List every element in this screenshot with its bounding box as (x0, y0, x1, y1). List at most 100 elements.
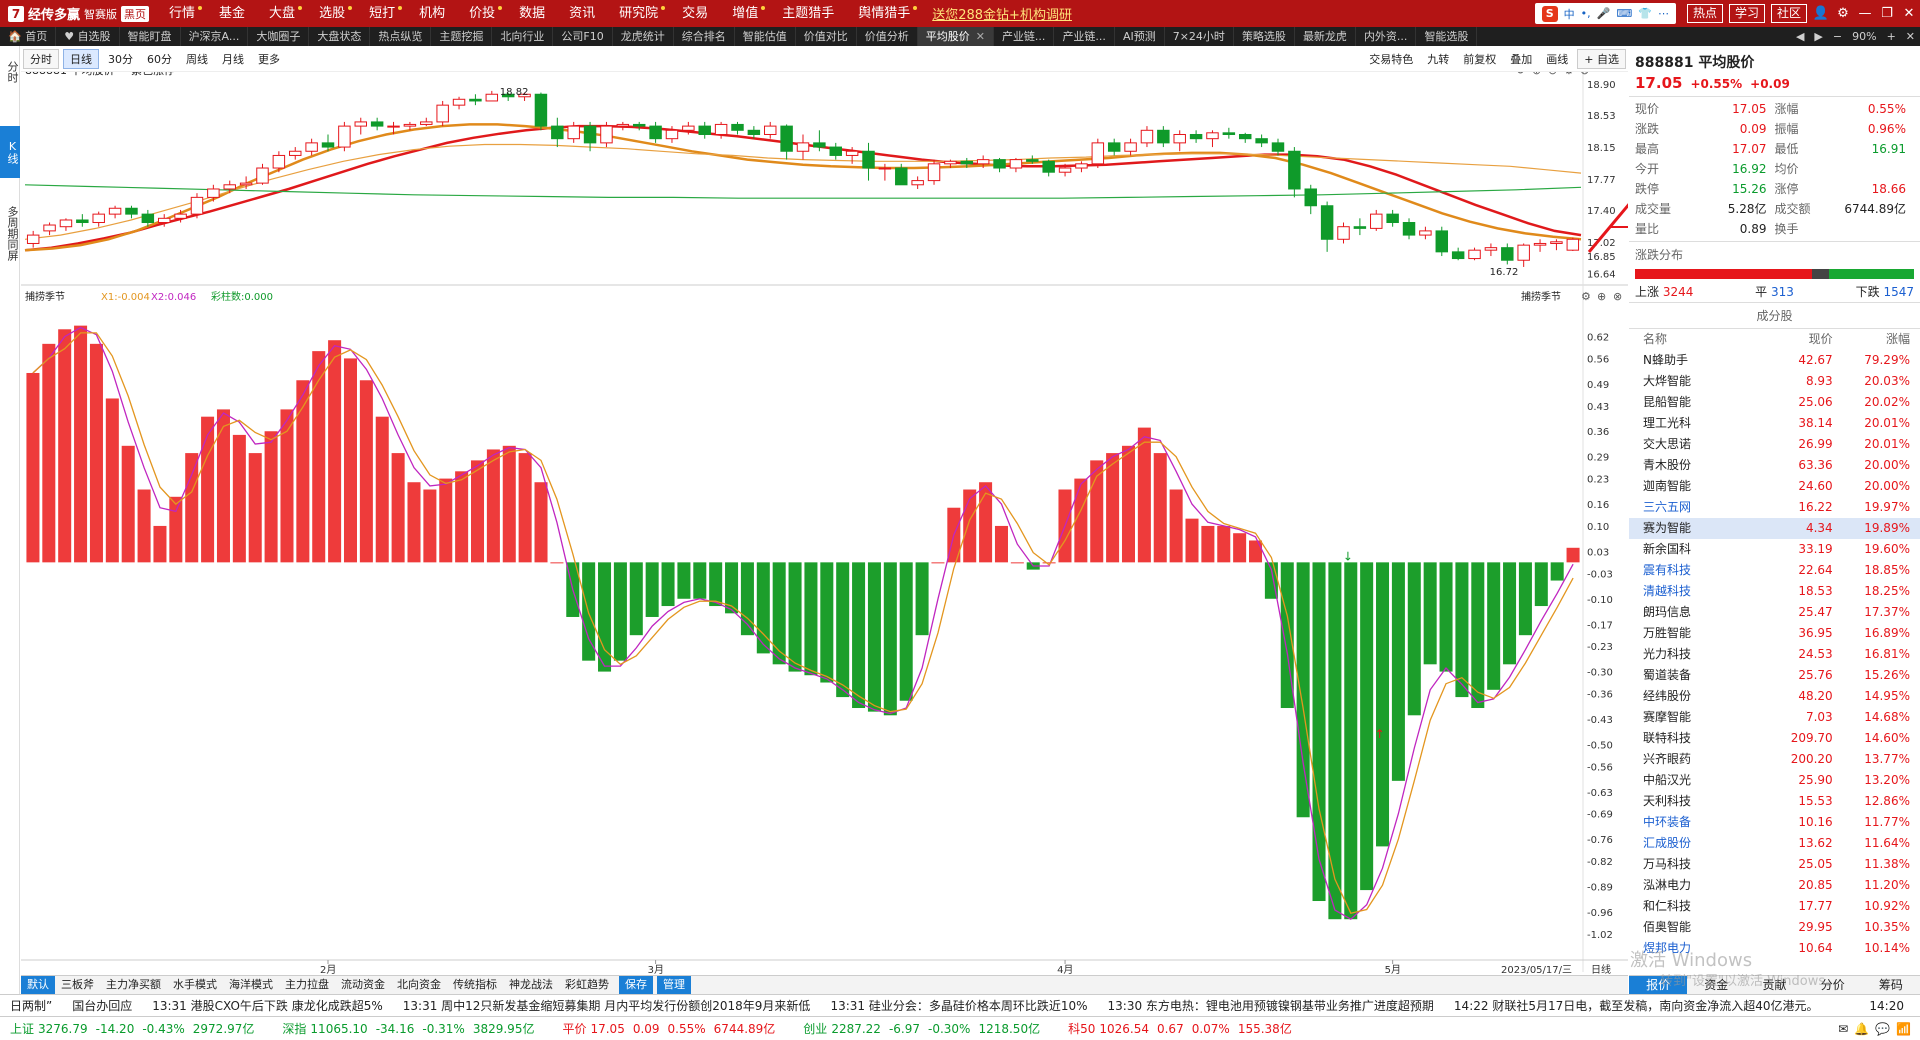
indicator-bar[interactable] (1121, 445, 1135, 563)
indicator-bar[interactable] (1217, 525, 1231, 563)
indicator-bar[interactable] (1360, 562, 1374, 891)
candle[interactable] (239, 176, 253, 189)
candle[interactable] (927, 159, 941, 185)
bell-icon[interactable]: 🔔 (1854, 1021, 1870, 1036)
tab[interactable]: 沪深京A... (181, 27, 249, 46)
constituent-row[interactable]: 昆船智能 25.06 20.02% (1629, 392, 1920, 413)
candle[interactable] (845, 147, 859, 164)
indicator-bar[interactable] (1566, 547, 1580, 563)
candle[interactable] (1304, 184, 1317, 215)
candle[interactable] (190, 193, 204, 219)
constituent-row[interactable]: 赛为智能 4.34 19.89% (1629, 518, 1920, 539)
period-60min[interactable]: 60分 (147, 52, 172, 66)
candle[interactable] (1517, 243, 1530, 267)
overlay-button[interactable]: 叠加 (1510, 52, 1533, 66)
candle[interactable] (731, 121, 744, 135)
adjust-button[interactable]: 前复权 (1463, 52, 1497, 66)
period-week[interactable]: 周线 (186, 52, 208, 66)
candle[interactable] (1353, 218, 1367, 236)
constituent-row[interactable]: 泓淋电力 20.85 11.20% (1629, 875, 1920, 896)
candle[interactable] (305, 138, 318, 156)
constituent-row[interactable]: 赛摩智能 7.03 14.68% (1629, 707, 1920, 728)
constituent-row[interactable]: 青木股份 63.36 20.00% (1629, 455, 1920, 476)
indicator-bar[interactable] (1201, 525, 1215, 563)
close-panel-icon[interactable]: ⊗ (1580, 72, 1589, 77)
index-item[interactable]: 深指 11065.10 -34.16 -0.31% 3829.95亿 (282, 1020, 542, 1037)
constituent-row[interactable]: 兴齐眼药 200.20 13.77% (1629, 749, 1920, 770)
index-item[interactable]: 创业 2287.22 -6.97 -0.30% 1218.50亿 (803, 1020, 1048, 1037)
indicator-tab[interactable]: 主力拉盘 (285, 978, 329, 991)
candle[interactable] (1206, 130, 1219, 148)
candle[interactable] (501, 92, 515, 101)
index-item[interactable]: 平价 17.05 0.09 0.55% 6744.89亿 (562, 1020, 783, 1037)
constituent-row[interactable]: 朗玛信息 25.47 17.37% (1629, 602, 1920, 623)
side-tab-timeshare[interactable]: 分时 (6, 61, 19, 83)
menu-item[interactable]: 数据 (507, 0, 557, 27)
indicator-bar[interactable] (820, 562, 834, 683)
indicator-bar[interactable] (248, 453, 262, 563)
indicator-bar[interactable] (963, 489, 977, 563)
news-item[interactable]: 13:31 周中12只新发基金缩短募集期 月内平均发行份额创2018年9月来新低 (402, 999, 811, 1013)
constituent-row[interactable]: 万马科技 25.05 11.38% (1629, 854, 1920, 875)
constituent-row[interactable]: 联特科技 209.70 14.60% (1629, 728, 1920, 749)
candle[interactable] (976, 155, 990, 169)
candle[interactable] (1419, 226, 1432, 240)
save-button[interactable]: 保存 (619, 976, 653, 994)
tab[interactable]: 产业链... (1054, 27, 1115, 46)
constituent-row[interactable]: 和仁科技 17.77 10.92% (1629, 896, 1920, 917)
chart-canvas[interactable]: 888881 平均股价 紫色涨停 18.90 18.53 18.15 17.77 17.40… (21, 72, 1628, 975)
candle[interactable] (469, 94, 482, 106)
candle[interactable] (1288, 147, 1301, 198)
candle[interactable] (829, 142, 842, 160)
candle[interactable] (157, 214, 171, 227)
quote-bottom-tab[interactable]: 资金 (1704, 978, 1729, 992)
candle[interactable] (207, 184, 220, 202)
candle[interactable] (256, 163, 269, 185)
tab[interactable]: 价值对比 (796, 27, 857, 46)
indicator-bar[interactable] (296, 380, 310, 563)
indicator-bar[interactable] (121, 445, 135, 563)
indicator-bar[interactable] (1185, 518, 1199, 563)
indicator-bar[interactable] (836, 562, 850, 698)
tab[interactable]: 🏠 首页 (0, 27, 57, 46)
candle[interactable] (223, 180, 236, 194)
indicator-bar[interactable] (883, 562, 897, 716)
indicator-bar[interactable] (502, 445, 516, 563)
menu-item[interactable]: 资讯 (557, 0, 607, 27)
indicator-bar[interactable] (375, 416, 389, 563)
period-more[interactable]: 更多 (258, 52, 280, 66)
indicator-bar[interactable] (931, 562, 945, 564)
tab[interactable]: 策略选股 (1234, 27, 1295, 46)
constituent-row[interactable]: 中环装备 10.16 11.77% (1629, 812, 1920, 833)
tab[interactable]: 综合排名 (674, 27, 735, 46)
indicator-bar[interactable] (1534, 562, 1548, 607)
candle[interactable] (1140, 126, 1154, 148)
tab[interactable]: AI预测 (1115, 27, 1165, 46)
constituent-row[interactable]: 佰奥智能 29.95 10.35% (1629, 917, 1920, 938)
menu-item[interactable]: 价投 (457, 0, 507, 27)
chat-icon[interactable]: 💬 (1875, 1021, 1891, 1036)
indicator-bar[interactable] (407, 482, 421, 563)
indicator-bar[interactable] (1518, 562, 1532, 636)
news-ticker[interactable]: 日两制” 国台办回应 13:31 港股CXO午后下跌 康龙化成跌超5% 13:31 周… (0, 994, 1920, 1016)
candle[interactable] (1271, 138, 1285, 156)
menu-item[interactable]: 机构 (407, 0, 457, 27)
indicator-tab[interactable]: 北向资金 (397, 978, 441, 991)
candle[interactable] (387, 121, 400, 135)
study-button[interactable]: 学习 (1728, 4, 1765, 23)
indicator-bar[interactable] (58, 329, 72, 563)
indicator-bar[interactable] (629, 562, 643, 636)
indicator-bar[interactable] (1010, 562, 1024, 564)
menu-item[interactable]: 行情 (157, 0, 207, 27)
ime-more-icon[interactable]: ⋯ (1657, 7, 1669, 20)
promo-link[interactable]: 送您288金钻+机构调研 (932, 8, 1072, 23)
candle[interactable] (436, 100, 449, 127)
indicator-bar[interactable] (232, 434, 246, 563)
menu-item[interactable]: 交易 (670, 0, 720, 27)
indicator-bar[interactable] (788, 562, 802, 672)
candle[interactable] (616, 121, 630, 131)
tab-next-icon[interactable]: ▶ (1814, 30, 1823, 43)
tab[interactable]: 主题挖掘 (431, 27, 493, 46)
ime-lang-icon[interactable]: 中 (1563, 7, 1575, 21)
tab[interactable]: 价值分析 (857, 27, 918, 46)
